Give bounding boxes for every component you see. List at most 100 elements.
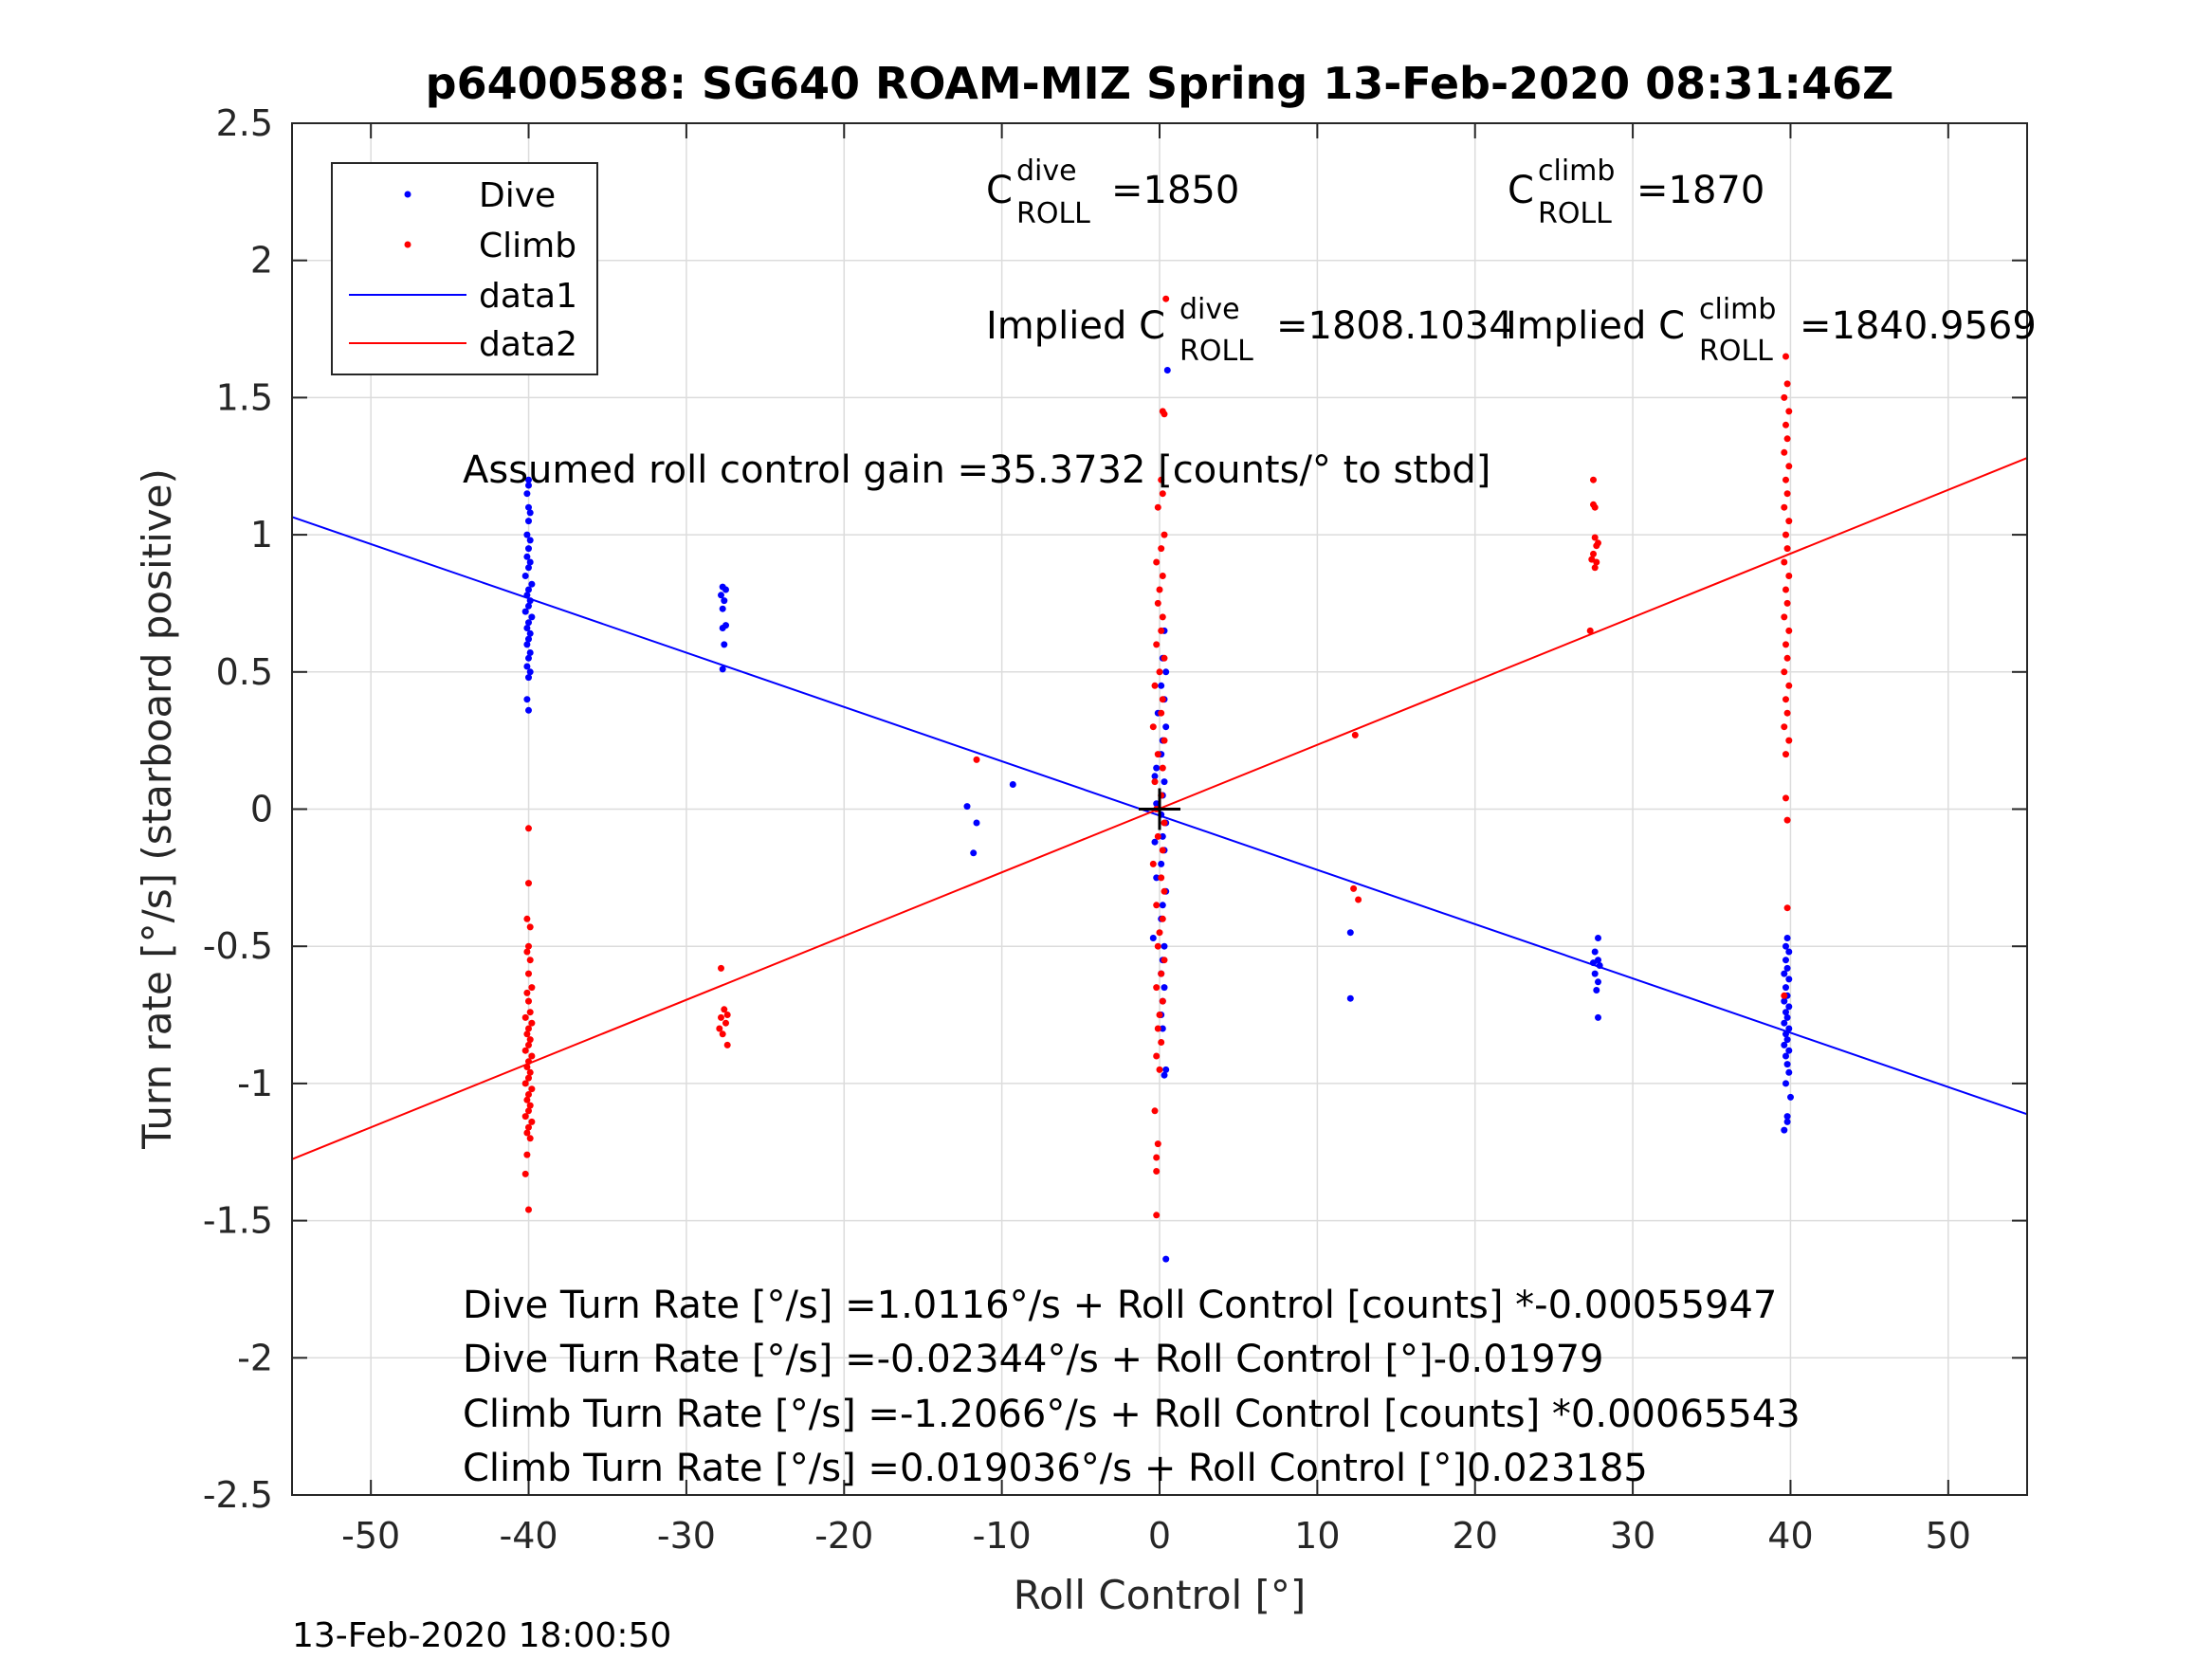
x-tick-label: -20: [814, 1515, 873, 1557]
point-dive: [526, 597, 534, 605]
point-dive: [523, 553, 531, 560]
point-dive: [525, 545, 532, 553]
point-dive: [973, 819, 980, 827]
point-climb: [1149, 860, 1157, 867]
point-climb: [1593, 558, 1600, 566]
point-dive: [1153, 874, 1161, 882]
implied-dive-value: =1808.1034: [1276, 304, 1513, 348]
c-climb-sub: ROLL: [1538, 197, 1612, 230]
point-dive: [1151, 773, 1159, 780]
point-dive: [526, 629, 534, 637]
point-climb: [523, 1151, 531, 1158]
point-dive: [1781, 997, 1788, 1005]
tick-marks: [292, 122, 2027, 1496]
point-dive: [528, 613, 536, 621]
point-climb: [719, 1030, 726, 1038]
point-climb: [1158, 476, 1165, 483]
x-tick-labels: -50 -40 -30 -20 -10 0 10 20 30 40 50: [341, 1515, 1971, 1557]
point-climb: [1781, 393, 1788, 401]
point-climb: [1785, 627, 1793, 634]
point-dive: [523, 531, 531, 538]
y-tick-label: -2: [237, 1337, 273, 1378]
point-climb: [526, 1135, 534, 1142]
timestamp: 13-Feb-2020 18:00:50: [292, 1616, 671, 1655]
point-dive: [523, 641, 531, 648]
point-dive: [1158, 682, 1165, 689]
point-climb: [1591, 534, 1599, 541]
annotation-equation-3: Climb Turn Rate [°/s] =-1.2066°/s + Roll…: [463, 1393, 1801, 1436]
x-tick-label: -50: [341, 1515, 400, 1557]
point-dive: [1595, 935, 1601, 941]
point-climb: [1591, 503, 1599, 511]
point-climb: [1149, 723, 1157, 731]
point-climb: [528, 1118, 536, 1125]
chart-title: p6400588: SG640 ROAM-MIZ Spring 13-Feb-2…: [426, 58, 1894, 109]
point-dive: [523, 490, 531, 498]
point-climb: [525, 825, 532, 832]
point-climb: [526, 1009, 534, 1016]
point-dive: [1591, 970, 1599, 977]
point-climb: [528, 1085, 536, 1093]
point-dive: [1782, 1052, 1789, 1060]
point-climb: [525, 1123, 532, 1131]
point-dive: [1593, 987, 1600, 994]
y-tick-label: -0.5: [203, 925, 273, 967]
point-climb: [1159, 696, 1166, 703]
point-climb: [1159, 915, 1166, 922]
point-climb: [525, 1025, 532, 1032]
legend-label-data2: data2: [479, 325, 577, 364]
point-climb: [1781, 558, 1788, 566]
implied-dive-prefix: Implied C: [986, 304, 1165, 348]
point-climb: [1153, 1212, 1161, 1219]
point-dive: [1596, 962, 1603, 969]
point-dive: [721, 641, 728, 648]
point-dive: [1785, 1047, 1793, 1054]
point-climb: [1158, 1039, 1165, 1046]
point-dive: [1161, 942, 1168, 950]
point-climb: [1158, 874, 1165, 882]
legend-label-climb: Climb: [479, 227, 576, 265]
point-climb: [1783, 380, 1791, 388]
point-climb: [1351, 731, 1359, 738]
y-tick-label: 0.5: [216, 651, 273, 693]
point-climb: [1782, 421, 1789, 428]
point-climb: [528, 984, 536, 992]
point-dive: [526, 649, 534, 656]
point-dive: [1161, 778, 1168, 786]
point-dive: [1161, 1071, 1168, 1079]
point-climb: [525, 1058, 532, 1066]
point-dive: [525, 503, 532, 511]
x-tick-label: 40: [1767, 1515, 1813, 1557]
y-tick-label: 2.5: [216, 102, 273, 144]
point-dive: [525, 635, 532, 643]
point-climb: [723, 1012, 731, 1018]
point-climb: [1159, 847, 1166, 854]
point-dive: [1781, 1041, 1788, 1048]
implied-climb-sub: ROLL: [1699, 335, 1773, 368]
point-dive: [525, 706, 532, 714]
point-climb: [1782, 353, 1789, 360]
point-dive: [523, 663, 531, 670]
point-climb: [1156, 1012, 1163, 1018]
legend-label-data1: data1: [479, 277, 577, 316]
point-climb: [1161, 819, 1168, 827]
point-dive: [521, 573, 529, 579]
c-dive-sub: ROLL: [1016, 197, 1090, 230]
point-dive: [523, 625, 531, 631]
point-dive: [721, 597, 728, 605]
point-climb: [525, 1091, 532, 1098]
point-climb: [525, 942, 532, 950]
point-climb: [1153, 1154, 1161, 1161]
point-dive: [1153, 764, 1161, 772]
point-climb: [1159, 490, 1166, 498]
y-tick-label: 0: [250, 789, 273, 830]
y-tick-label: -1.5: [203, 1200, 273, 1242]
point-climb: [523, 948, 531, 956]
point-dive: [523, 696, 531, 703]
point-climb: [716, 1025, 723, 1032]
point-dive: [1149, 935, 1157, 941]
implied-dive-sup: dive: [1179, 293, 1240, 326]
point-climb: [1154, 1140, 1161, 1148]
point-climb: [1154, 1025, 1161, 1032]
point-climb: [1781, 668, 1788, 676]
